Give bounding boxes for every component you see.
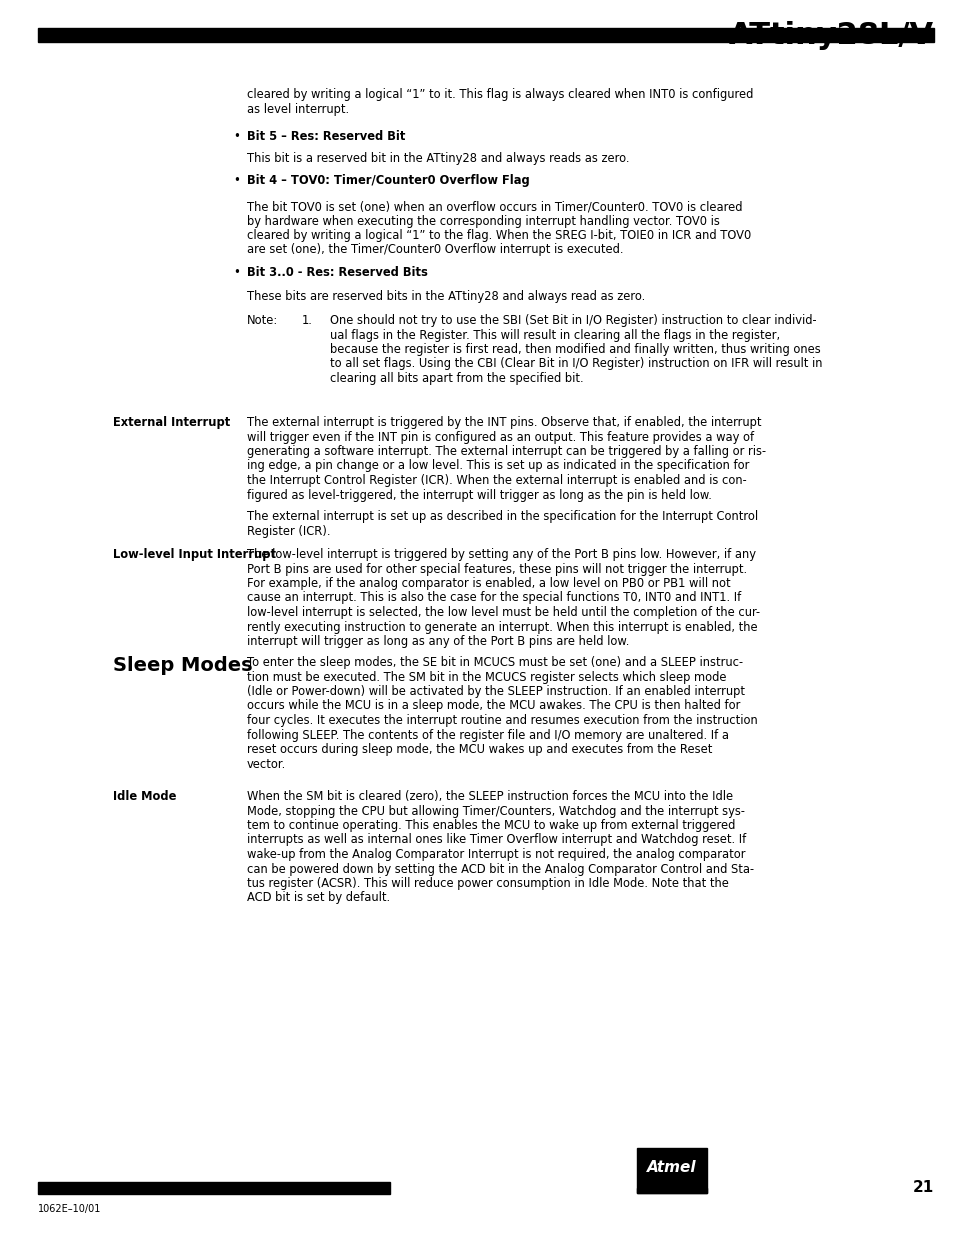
- Text: •: •: [233, 174, 239, 186]
- Text: generating a software interrupt. The external interrupt can be triggered by a fa: generating a software interrupt. The ext…: [247, 445, 765, 458]
- Text: tem to continue operating. This enables the MCU to wake up from external trigger: tem to continue operating. This enables …: [247, 819, 735, 832]
- Text: 1.: 1.: [302, 314, 313, 327]
- Text: because the register is first read, then modified and finally written, thus writ: because the register is first read, then…: [330, 343, 820, 356]
- Text: Idle Mode: Idle Mode: [112, 790, 176, 803]
- Text: wake-up from the Analog Comparator Interrupt is not required, the analog compara: wake-up from the Analog Comparator Inter…: [247, 848, 744, 861]
- Text: Low-level Input Interrupt: Low-level Input Interrupt: [112, 548, 275, 561]
- Text: by hardware when executing the corresponding interrupt handling vector. TOV0 is: by hardware when executing the correspon…: [247, 215, 720, 227]
- Text: Atmel: Atmel: [646, 1161, 696, 1176]
- Text: •: •: [233, 130, 239, 143]
- Text: Bit 5 – Res: Reserved Bit: Bit 5 – Res: Reserved Bit: [247, 130, 405, 143]
- Text: cause an interrupt. This is also the case for the special functions T0, INT0 and: cause an interrupt. This is also the cas…: [247, 592, 740, 604]
- Text: ing edge, a pin change or a low level. This is set up as indicated in the specif: ing edge, a pin change or a low level. T…: [247, 459, 749, 473]
- Text: ual flags in the Register. This will result in clearing all the flags in the reg: ual flags in the Register. This will res…: [330, 329, 780, 342]
- Text: figured as level-triggered, the interrupt will trigger as long as the pin is hel: figured as level-triggered, the interrup…: [247, 489, 711, 501]
- Text: rently executing instruction to generate an interrupt. When this interrupt is en: rently executing instruction to generate…: [247, 620, 757, 634]
- Text: Sleep Modes: Sleep Modes: [112, 656, 253, 676]
- Bar: [38, 1182, 390, 1194]
- Text: The external interrupt is set up as described in the specification for the Inter: The external interrupt is set up as desc…: [247, 510, 758, 522]
- Bar: [637, 1149, 706, 1193]
- Text: cleared by writing a logical “1” to it. This flag is always cleared when INT0 is: cleared by writing a logical “1” to it. …: [247, 88, 753, 101]
- Text: The bit TOV0 is set (one) when an overflow occurs in Timer/Counter0. TOV0 is cle: The bit TOV0 is set (one) when an overfl…: [247, 200, 741, 212]
- Text: are set (one), the Timer/Counter0 Overflow interrupt is executed.: are set (one), the Timer/Counter0 Overfl…: [247, 243, 623, 257]
- Text: Mode, stopping the CPU but allowing Timer/Counters, Watchdog and the interrupt s: Mode, stopping the CPU but allowing Time…: [247, 804, 744, 818]
- Text: The low-level interrupt is triggered by setting any of the Port B pins low. Howe: The low-level interrupt is triggered by …: [247, 548, 755, 561]
- Text: When the SM bit is cleared (zero), the SLEEP instruction forces the MCU into the: When the SM bit is cleared (zero), the S…: [247, 790, 732, 803]
- Text: reset occurs during sleep mode, the MCU wakes up and executes from the Reset: reset occurs during sleep mode, the MCU …: [247, 743, 712, 756]
- Bar: [38, 28, 933, 42]
- Text: 21: 21: [912, 1181, 933, 1195]
- Text: (Idle or Power-down) will be activated by the SLEEP instruction. If an enabled i: (Idle or Power-down) will be activated b…: [247, 685, 744, 698]
- Text: Port B pins are used for other special features, these pins will not trigger the: Port B pins are used for other special f…: [247, 562, 746, 576]
- Text: 1062E–10/01: 1062E–10/01: [38, 1204, 101, 1214]
- Text: tus register (ACSR). This will reduce power consumption in Idle Mode. Note that : tus register (ACSR). This will reduce po…: [247, 877, 728, 890]
- Text: occurs while the MCU is in a sleep mode, the MCU awakes. The CPU is then halted : occurs while the MCU is in a sleep mode,…: [247, 699, 740, 713]
- Text: will trigger even if the INT pin is configured as an output. This feature provid: will trigger even if the INT pin is conf…: [247, 431, 753, 443]
- Text: ACD bit is set by default.: ACD bit is set by default.: [247, 892, 390, 904]
- Text: interrupts as well as internal ones like Timer Overflow interrupt and Watchdog r: interrupts as well as internal ones like…: [247, 834, 745, 846]
- Text: One should not try to use the SBI (Set Bit in I/O Register) instruction to clear: One should not try to use the SBI (Set B…: [330, 314, 816, 327]
- Text: ATtiny28L/V: ATtiny28L/V: [728, 21, 933, 49]
- Text: External Interrupt: External Interrupt: [112, 416, 230, 429]
- Text: to all set flags. Using the CBI (Clear Bit in I/O Register) instruction on IFR w: to all set flags. Using the CBI (Clear B…: [330, 357, 821, 370]
- Text: four cycles. It executes the interrupt routine and resumes execution from the in: four cycles. It executes the interrupt r…: [247, 714, 757, 727]
- Text: cleared by writing a logical “1” to the flag. When the SREG I-bit, TOIE0 in ICR : cleared by writing a logical “1” to the …: [247, 228, 750, 242]
- Text: These bits are reserved bits in the ATtiny28 and always read as zero.: These bits are reserved bits in the ATti…: [247, 290, 644, 303]
- Text: vector.: vector.: [247, 757, 286, 771]
- Text: tion must be executed. The SM bit in the MCUCS register selects which sleep mode: tion must be executed. The SM bit in the…: [247, 671, 726, 683]
- Text: For example, if the analog comparator is enabled, a low level on PB0 or PB1 will: For example, if the analog comparator is…: [247, 577, 730, 590]
- Text: Bit 4 – TOV0: Timer/Counter0 Overflow Flag: Bit 4 – TOV0: Timer/Counter0 Overflow Fl…: [247, 174, 529, 186]
- Text: Bit 3..0 - Res: Reserved Bits: Bit 3..0 - Res: Reserved Bits: [247, 266, 428, 279]
- Text: The external interrupt is triggered by the INT pins. Observe that, if enabled, t: The external interrupt is triggered by t…: [247, 416, 760, 429]
- Text: following SLEEP. The contents of the register file and I/O memory are unaltered.: following SLEEP. The contents of the reg…: [247, 729, 728, 741]
- Text: the Interrupt Control Register (ICR). When the external interrupt is enabled and: the Interrupt Control Register (ICR). Wh…: [247, 474, 746, 487]
- Text: clearing all bits apart from the specified bit.: clearing all bits apart from the specifi…: [330, 372, 583, 385]
- Bar: [637, 1188, 706, 1193]
- Text: This bit is a reserved bit in the ATtiny28 and always reads as zero.: This bit is a reserved bit in the ATtiny…: [247, 152, 629, 165]
- Text: Register (ICR).: Register (ICR).: [247, 525, 330, 537]
- Text: Note:: Note:: [247, 314, 278, 327]
- Text: interrupt will trigger as long as any of the Port B pins are held low.: interrupt will trigger as long as any of…: [247, 635, 629, 648]
- Text: can be powered down by setting the ACD bit in the Analog Comparator Control and : can be powered down by setting the ACD b…: [247, 862, 753, 876]
- Text: as level interrupt.: as level interrupt.: [247, 103, 349, 116]
- Text: low-level interrupt is selected, the low level must be held until the completion: low-level interrupt is selected, the low…: [247, 606, 760, 619]
- Text: •: •: [233, 266, 239, 279]
- Text: To enter the sleep modes, the SE bit in MCUCS must be set (one) and a SLEEP inst: To enter the sleep modes, the SE bit in …: [247, 656, 742, 669]
